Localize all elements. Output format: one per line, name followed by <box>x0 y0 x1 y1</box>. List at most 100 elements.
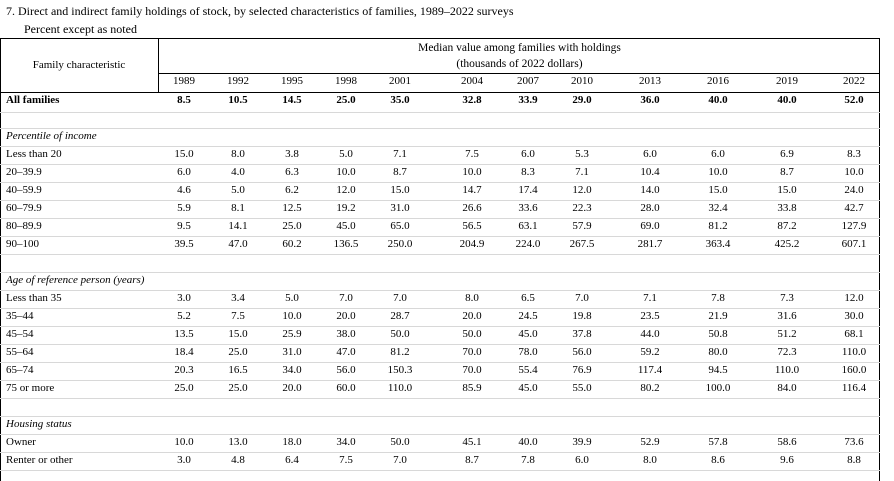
table-cell: 5.2 <box>177 310 191 322</box>
row-label: 20–39.9 <box>6 166 42 178</box>
table-cell: 50.0 <box>390 436 410 448</box>
section-heading: Percentile of income <box>6 130 97 142</box>
table-cell: 47.0 <box>336 346 356 358</box>
grid-line <box>0 218 880 219</box>
year-header: 1995 <box>281 75 303 87</box>
table-cell: 15.0 <box>777 184 797 196</box>
row-label: 90–100 <box>6 238 39 250</box>
table-cell: 45.0 <box>336 220 356 232</box>
table-cell: 7.5 <box>339 454 353 466</box>
table-cell: 13.5 <box>174 328 194 340</box>
table-subtitle: Percent except as noted <box>24 22 137 36</box>
table-cell: 84.0 <box>777 382 797 394</box>
table-cell: 10.0 <box>844 166 864 178</box>
table-cell: 25.0 <box>282 220 302 232</box>
table-cell: 7.0 <box>575 292 589 304</box>
table-cell: 10.5 <box>228 94 248 106</box>
table-cell: 117.4 <box>637 364 663 376</box>
table-cell: 33.9 <box>518 94 538 106</box>
table-cell: 45.0 <box>518 382 538 394</box>
table-cell: 28.7 <box>390 310 410 322</box>
table-cell: 25.0 <box>228 382 248 394</box>
section-heading: Age of reference person (years) <box>6 274 145 286</box>
table-cell: 44.0 <box>640 328 660 340</box>
table-cell: 20.0 <box>282 382 302 394</box>
table-cell: 7.0 <box>393 292 407 304</box>
year-rule <box>0 92 880 93</box>
table-cell: 4.0 <box>231 166 245 178</box>
table-cell: 6.5 <box>521 292 535 304</box>
table-cell: 10.0 <box>708 166 728 178</box>
table-cell: 14.5 <box>282 94 302 106</box>
table-cell: 81.2 <box>390 346 410 358</box>
table-cell: 160.0 <box>841 364 867 376</box>
table-cell: 55.4 <box>518 364 538 376</box>
table-cell: 15.0 <box>708 184 728 196</box>
table-cell: 224.0 <box>515 238 541 250</box>
table-cell: 19.2 <box>336 202 356 214</box>
grid-line <box>0 362 880 363</box>
table-cell: 34.0 <box>336 436 356 448</box>
row-header-label: Family characteristic <box>32 59 126 71</box>
table-cell: 28.0 <box>640 202 660 214</box>
table-cell: 6.2 <box>285 184 299 196</box>
table-cell: 16.5 <box>228 364 248 376</box>
value-header-line1: Median value among families with holding… <box>418 42 621 54</box>
table-cell: 40.0 <box>777 94 797 106</box>
table-cell: 30.0 <box>844 310 864 322</box>
table-cell: 78.0 <box>518 346 538 358</box>
table-cell: 47.0 <box>228 238 248 250</box>
table-cell: 45.0 <box>518 328 538 340</box>
row-label: 75 or more <box>6 382 55 394</box>
table-cell: 39.5 <box>174 238 194 250</box>
table-cell: 21.9 <box>708 310 728 322</box>
table-cell: 127.9 <box>841 220 867 232</box>
table-cell: 40.0 <box>708 94 728 106</box>
table-cell: 63.1 <box>518 220 538 232</box>
table-cell: 14.0 <box>640 184 660 196</box>
grid-line <box>0 128 880 129</box>
table-cell: 73.6 <box>844 436 864 448</box>
table-cell: 3.0 <box>177 292 191 304</box>
year-header: 2016 <box>707 75 729 87</box>
table-cell: 7.1 <box>393 148 407 160</box>
table-cell: 425.2 <box>774 238 800 250</box>
year-header: 2022 <box>843 75 865 87</box>
table-cell: 8.3 <box>521 166 535 178</box>
table-cell: 18.4 <box>174 346 194 358</box>
table-cell: 12.5 <box>282 202 302 214</box>
table-cell: 607.1 <box>841 238 867 250</box>
table-cell: 8.1 <box>231 202 245 214</box>
row-label: Less than 20 <box>6 148 62 160</box>
table-cell: 3.0 <box>177 454 191 466</box>
row-label: 55–64 <box>6 346 34 358</box>
row-label: 45–54 <box>6 328 34 340</box>
header-divider <box>158 38 159 93</box>
table-cell: 17.4 <box>518 184 538 196</box>
table-cell: 38.0 <box>336 328 356 340</box>
year-header: 1989 <box>173 75 195 87</box>
table-cell: 10.0 <box>336 166 356 178</box>
table-cell: 45.1 <box>462 436 482 448</box>
row-label: 60–79.9 <box>6 202 42 214</box>
table-cell: 25.0 <box>228 346 248 358</box>
table-cell: 7.1 <box>575 166 589 178</box>
table-cell: 5.0 <box>339 148 353 160</box>
table-cell: 57.8 <box>708 436 728 448</box>
table-cell: 23.5 <box>640 310 660 322</box>
table-cell: 25.9 <box>282 328 302 340</box>
table-cell: 29.0 <box>572 94 592 106</box>
grid-line <box>0 326 880 327</box>
table-cell: 72.3 <box>777 346 797 358</box>
table-cell: 26.6 <box>462 202 482 214</box>
table-cell: 52.9 <box>640 436 660 448</box>
table-cell: 8.0 <box>231 148 245 160</box>
table-cell: 22.3 <box>572 202 592 214</box>
table-cell: 6.0 <box>575 454 589 466</box>
table-cell: 24.5 <box>518 310 538 322</box>
table-cell: 81.2 <box>708 220 728 232</box>
table-cell: 110.0 <box>387 382 413 394</box>
table-cell: 9.6 <box>780 454 794 466</box>
grid-line <box>0 470 880 471</box>
table-cell: 7.3 <box>780 292 794 304</box>
